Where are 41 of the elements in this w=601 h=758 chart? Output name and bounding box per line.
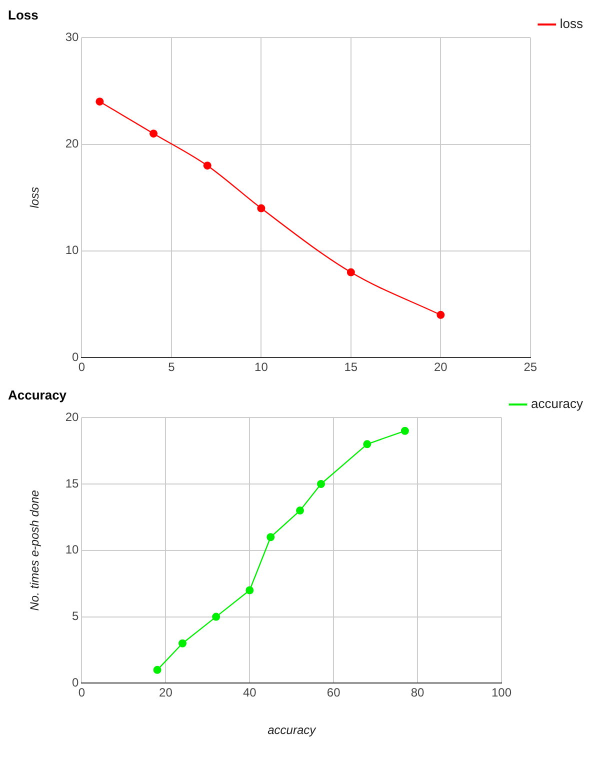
point <box>246 586 254 594</box>
x-tick-label: 15 <box>344 360 358 374</box>
y-tick-label: 10 <box>65 243 80 258</box>
point <box>150 130 158 138</box>
point <box>153 666 162 674</box>
point <box>363 440 372 448</box>
point <box>296 506 304 515</box>
point <box>178 639 186 648</box>
point <box>96 98 104 106</box>
point <box>257 204 266 212</box>
y-tick-label: 15 <box>65 476 80 490</box>
point <box>266 533 275 542</box>
y-tick-label: 0 <box>72 676 80 690</box>
chart-title: Loss <box>8 7 38 22</box>
x-axis-title: accuracy <box>268 723 317 738</box>
point <box>212 612 220 621</box>
y-tick-label: 20 <box>65 136 80 151</box>
point <box>316 480 325 488</box>
x-tick-label: 80 <box>410 686 425 700</box>
y-tick-label: 20 <box>65 410 80 424</box>
y-axis-title: loss <box>28 186 42 208</box>
chart-title: Accuracy <box>8 387 68 402</box>
x-tick-label: 60 <box>326 686 341 700</box>
y-axis-title: No. times e-posh done <box>28 490 42 611</box>
x-tick-label: 40 <box>242 686 257 700</box>
point <box>400 426 409 435</box>
y-tick-label: 0 <box>72 350 80 364</box>
y-tick-label: 10 <box>65 542 80 557</box>
x-tick-label: 100 <box>491 686 512 700</box>
x-tick-label: 20 <box>434 360 448 374</box>
point <box>436 310 445 319</box>
x-tick-label: 10 <box>254 360 268 374</box>
y-tick-label: 30 <box>65 30 80 44</box>
y-tick-label: 5 <box>72 609 80 624</box>
legend-label: loss <box>560 16 584 32</box>
x-tick-label: 20 <box>159 686 173 700</box>
x-tick-label: 5 <box>168 360 176 374</box>
x-tick-label: 25 <box>524 360 538 374</box>
point <box>346 268 355 276</box>
point <box>203 162 212 170</box>
legend-label: accuracy <box>530 396 584 412</box>
